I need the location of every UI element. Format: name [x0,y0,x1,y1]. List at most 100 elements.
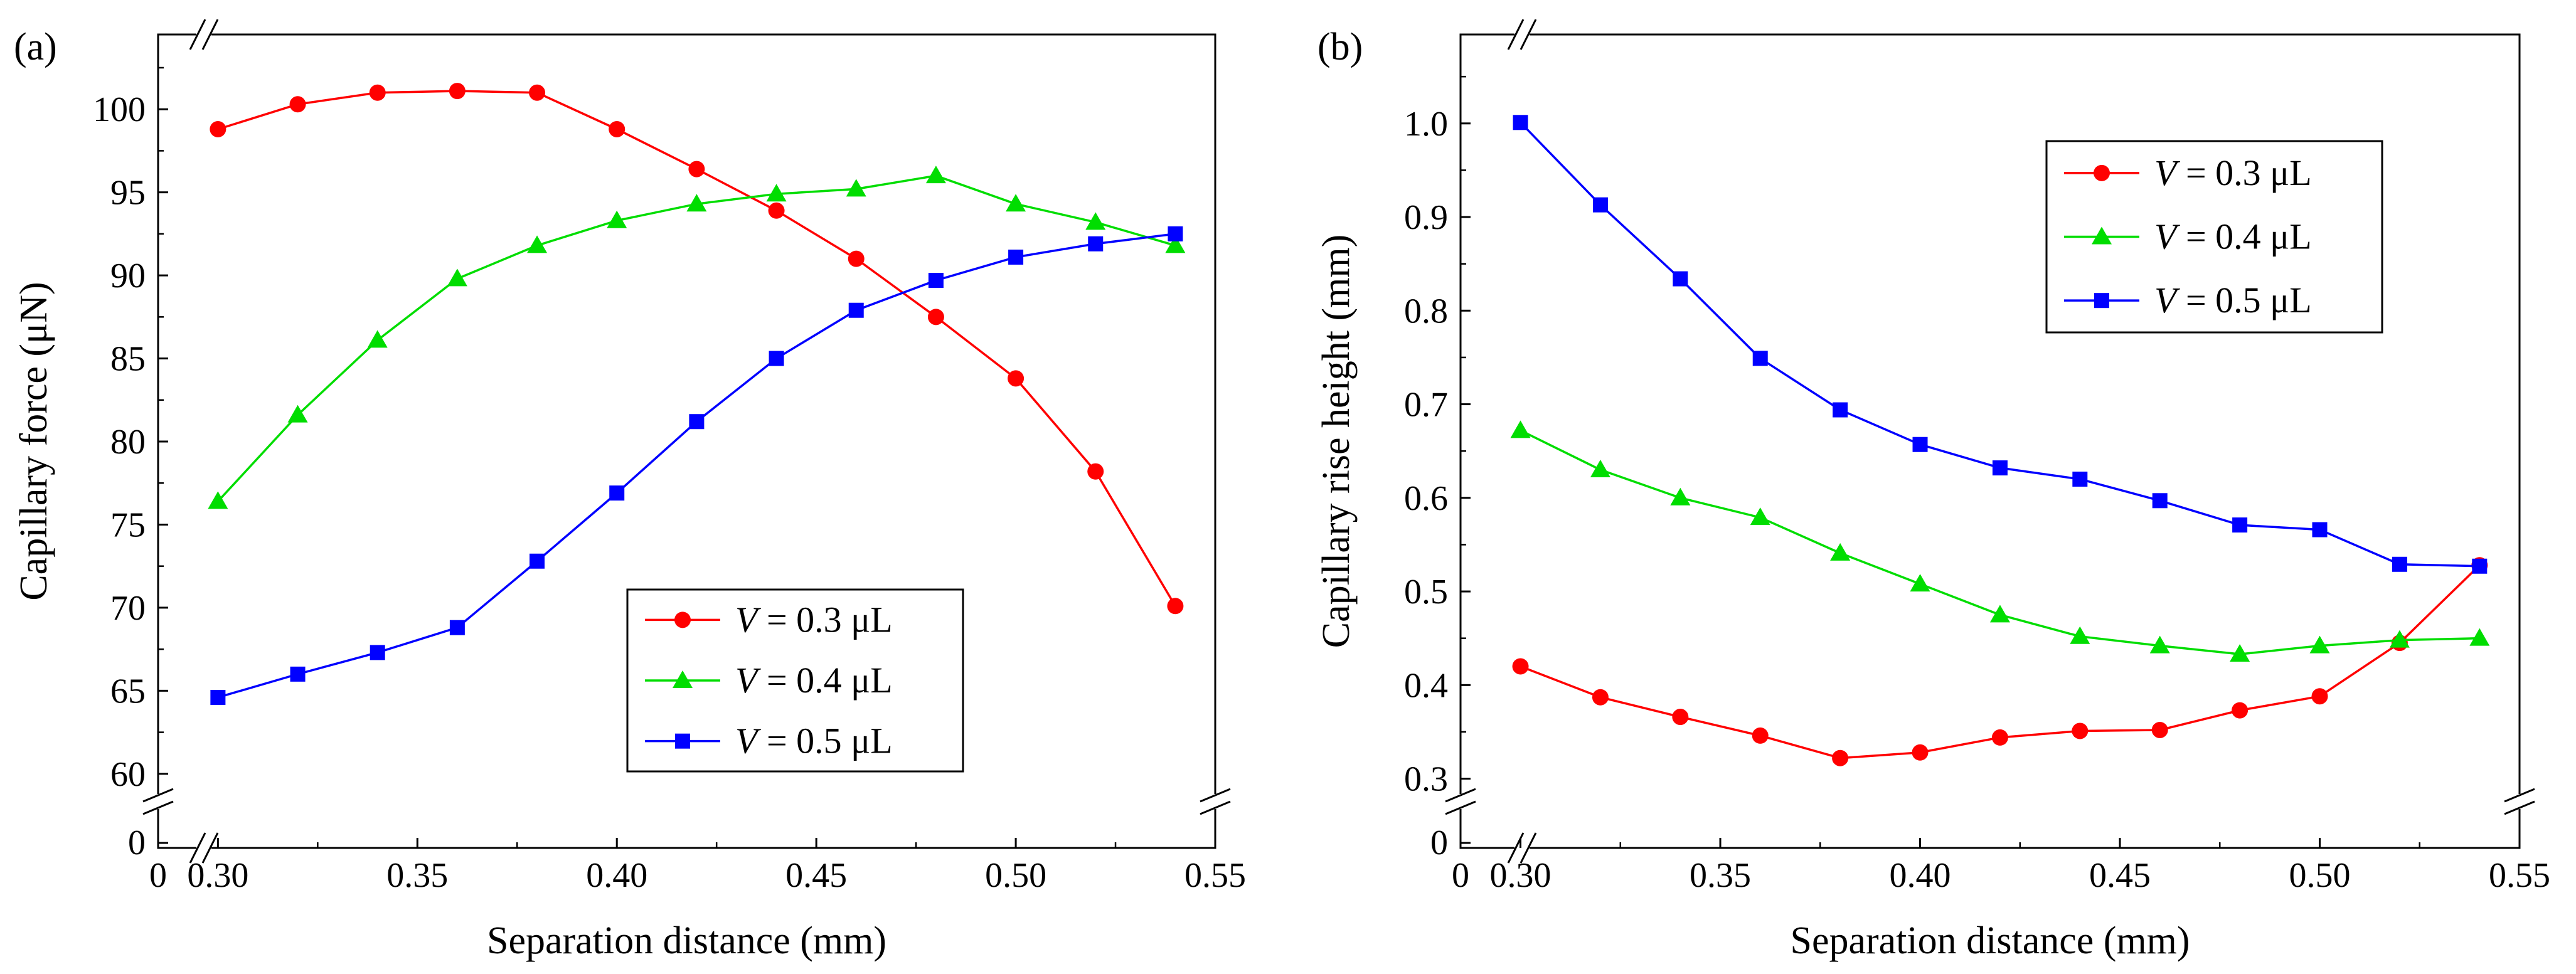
x-break-gap-bottom [196,840,211,855]
data-point [2151,721,2168,738]
data-point [1512,658,1529,675]
data-point [1168,226,1183,241]
panel-tag: (a) [14,26,57,68]
data-point [1992,460,2008,476]
data-point [1087,463,1104,480]
legend-entry: V = 0.5 μL [735,721,893,761]
data-point [2070,626,2090,644]
x-tick-label: 0.50 [985,856,1046,895]
data-point [925,166,946,184]
data-point [766,184,787,202]
data-point [527,235,548,253]
x-break-slash-top [1507,19,1525,50]
y-tick-label: 1.0 [1404,105,1448,144]
data-point [369,84,386,101]
panel-a: 60 65 70 75 80 85 90 95 100 0 0.30 0.35 0.40 0.45 0.50… [13,19,1246,962]
legend-entry: V = 0.4 μL [2154,216,2312,257]
legend-marker [2092,226,2112,245]
data-point [1989,605,2010,623]
panel-b: 0.3 0.4 0.5 0.6 0.7 0.8 0.9 1.0 0 0.30 0.35 0.40 0.4… [1315,19,2550,962]
y-break-slash-right [1200,800,1231,815]
y-tick-label: 0.6 [1404,479,1448,518]
y-zero-label: 0 [128,823,146,862]
y-tick-label: 80 [110,423,146,462]
y-tick-label: 65 [110,672,146,711]
x-tick-label: 0.40 [586,856,647,895]
data-point [1991,729,2008,746]
data-point [1008,249,1024,265]
data-point [2232,702,2249,719]
x-tick-label: 0.35 [1690,856,1751,895]
data-point [529,84,546,101]
data-point [607,210,627,228]
data-point [370,645,385,660]
y-tick-label: 70 [110,589,146,628]
x-axis-title: Separation distance (mm) [487,919,886,962]
y-tick-label: 0.7 [1404,386,1448,425]
x-break-gap-bottom [1514,840,1530,855]
legend-entry: V = 0.3 μL [735,599,893,640]
legend-marker [673,670,693,688]
x-tick-label: 0.45 [785,856,847,895]
data-point [289,96,306,113]
data-point [2230,644,2250,662]
y-tick-label: 85 [110,340,146,379]
data-point [1006,194,1026,212]
series-line [1520,564,2481,760]
data-point [846,179,866,197]
data-point [1752,351,1768,366]
data-point [530,553,545,569]
data-point [2149,635,2170,654]
data-point [1833,402,1848,418]
data-point [2312,522,2328,537]
x-tick-label: 0.35 [386,856,448,895]
data-point [1590,460,1610,478]
data-point [1912,744,1929,761]
data-point [686,194,707,212]
data-point [449,620,465,635]
data-point [447,268,467,287]
x-break-slash-top [189,19,206,50]
y-tick-label: 0.9 [1404,198,1448,237]
data-point [928,273,944,288]
data-point [1592,689,1609,706]
data-point [2311,688,2328,705]
y-axis-title: Capillary rise height (mm) [1315,235,1358,648]
data-point [1510,420,1531,438]
x-tick-label: 0.30 [187,856,248,895]
legend-marker [2094,293,2109,309]
x-tick-label: 0.55 [1184,856,1246,895]
data-point [1672,709,1689,726]
data-point [210,120,226,137]
legend-marker [2094,164,2110,181]
data-point [208,491,228,509]
x-tick-label: 0.40 [1890,856,1951,895]
y-break-slash-left [142,788,174,803]
data-point [2309,635,2330,654]
x-axis-title: Separation distance (mm) [1790,919,2190,962]
data-point [609,120,625,137]
data-point [1832,749,1849,766]
y-tick-label: 100 [93,90,146,129]
data-point [1008,370,1025,387]
data-point [1670,487,1691,506]
y-break-slash-left [142,800,174,815]
x-break-slash-bottom [201,832,219,864]
data-point [1912,437,1928,452]
data-point [367,330,388,348]
x-break-slash-top [1520,19,1537,50]
data-point [1165,235,1186,253]
x-zero-label: 0 [1452,856,1469,895]
x-break-slash-top [201,19,219,50]
data-point [2389,630,2410,648]
data-point [1513,115,1528,130]
data-point [1673,271,1688,287]
y-tick-label: 0.3 [1404,760,1448,799]
y-tick-label: 90 [110,257,146,295]
y-break-slash-left [1445,800,1476,815]
y-zero-label: 0 [1430,823,1448,862]
data-point [1167,598,1184,615]
data-point [769,351,784,366]
data-point [1752,727,1769,744]
